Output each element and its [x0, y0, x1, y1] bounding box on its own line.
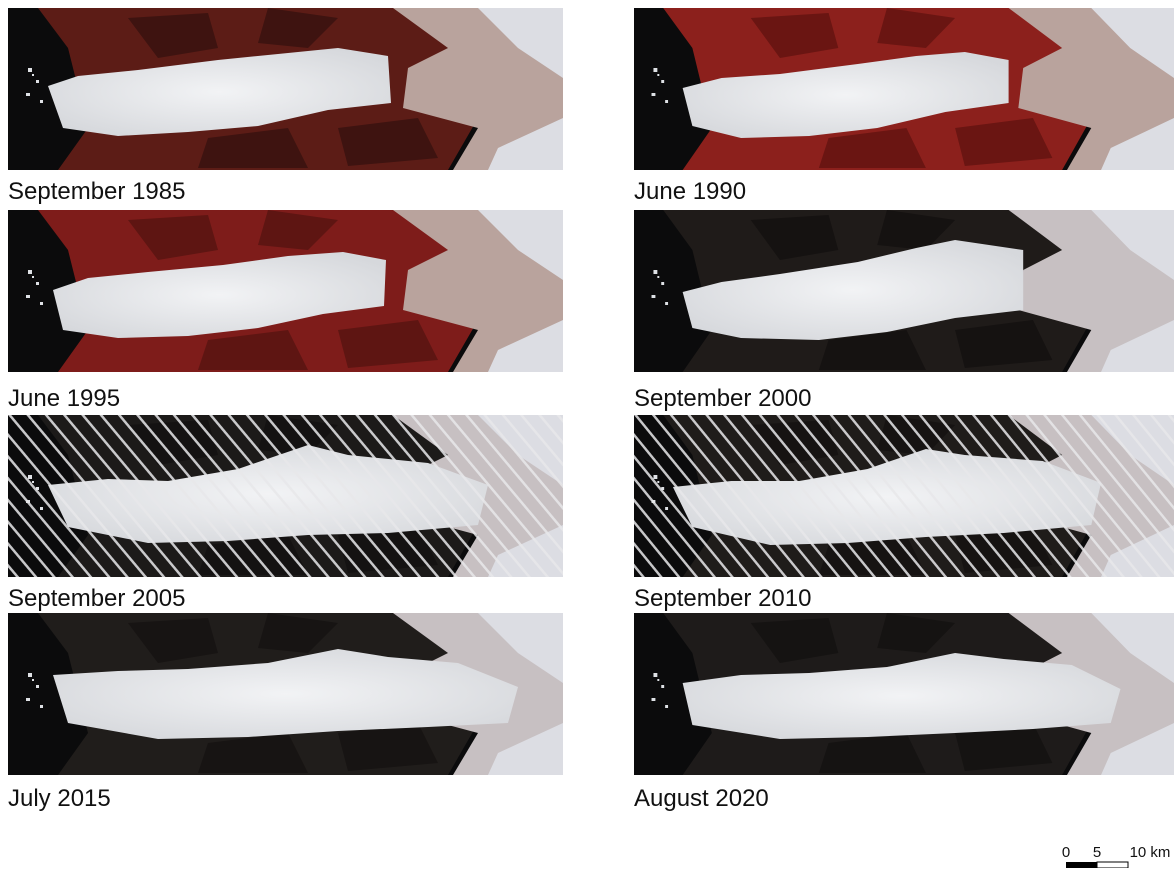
caption: September 2000 — [634, 385, 811, 412]
scale-bar-black — [1066, 862, 1097, 868]
scan-line-stripes — [634, 415, 1174, 577]
scale-bar: 0 5 10 km — [1062, 844, 1171, 868]
caption: September 2005 — [8, 585, 185, 612]
panel: September 1985 — [8, 8, 563, 205]
satellite-image — [634, 415, 1174, 577]
panel: August 2020 — [634, 613, 1174, 812]
panel: September 2000 — [634, 210, 1174, 412]
scale-bar-white — [1097, 862, 1128, 868]
panel: September 2010 — [634, 415, 1174, 612]
caption: September 2010 — [634, 585, 811, 612]
scale-label: 5 — [1093, 844, 1101, 861]
satellite-image — [634, 8, 1174, 170]
panel: July 2015 — [8, 613, 563, 812]
caption: July 2015 — [8, 785, 111, 812]
satellite-image — [634, 210, 1174, 372]
satellite-image — [8, 415, 563, 577]
caption: June 1990 — [634, 178, 746, 205]
caption: August 2020 — [634, 785, 769, 812]
satellite-image — [634, 613, 1174, 775]
scale-label: 10 km — [1130, 844, 1171, 861]
satellite-image — [8, 210, 563, 372]
panel: June 1995 — [8, 210, 563, 412]
figure: 0 5 10 km September 1985 June 1990 June 19… — [0, 0, 1174, 868]
panel: September 2005 — [8, 415, 563, 612]
scale-label: 0 — [1062, 844, 1070, 861]
panel: June 1990 — [634, 8, 1174, 205]
satellite-image — [8, 8, 563, 170]
caption: June 1995 — [8, 385, 120, 412]
caption: September 1985 — [8, 178, 185, 205]
scan-line-stripes — [8, 415, 563, 577]
satellite-image — [8, 613, 563, 775]
